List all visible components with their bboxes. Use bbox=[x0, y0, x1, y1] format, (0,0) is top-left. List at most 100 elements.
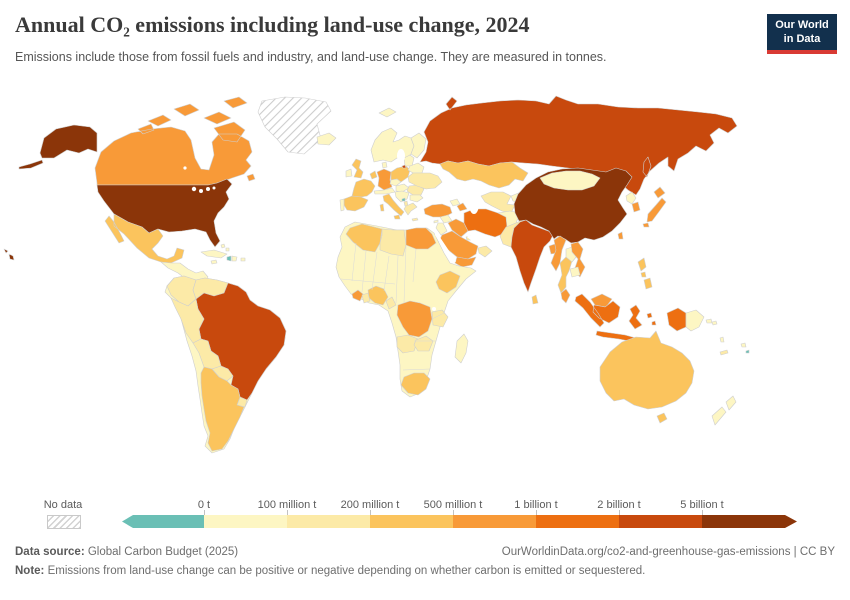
country-ghana[interactable] bbox=[361, 292, 371, 304]
country-canada[interactable] bbox=[94, 96, 256, 186]
legend-tick-mark bbox=[370, 510, 371, 515]
country-solomon-islands[interactable] bbox=[711, 320, 718, 326]
note-text: Note: Emissions from land-use change can… bbox=[15, 565, 645, 577]
country-czechia[interactable] bbox=[389, 178, 402, 187]
country-papua-new-guinea[interactable] bbox=[685, 309, 713, 332]
country-germany[interactable] bbox=[376, 168, 393, 191]
country-argentina[interactable] bbox=[200, 366, 245, 452]
country-south-korea[interactable] bbox=[631, 201, 641, 213]
country-ireland[interactable] bbox=[345, 168, 353, 178]
country-mongolia[interactable] bbox=[539, 170, 601, 191]
owid-link[interactable]: OurWorldinData.org/co2-and-greenhouse-ga… bbox=[501, 546, 791, 558]
country-svalbard[interactable] bbox=[378, 107, 397, 118]
country-uae-oman[interactable] bbox=[477, 245, 493, 258]
country-portugal[interactable] bbox=[339, 198, 345, 212]
country-benelux[interactable] bbox=[369, 170, 378, 180]
country-pacific-negative[interactable] bbox=[745, 349, 750, 354]
country-peru[interactable] bbox=[170, 297, 205, 344]
country-drc[interactable] bbox=[396, 300, 433, 338]
country-dominican-republic[interactable] bbox=[231, 255, 238, 262]
country-iceland[interactable] bbox=[316, 132, 337, 146]
country-ethiopia[interactable] bbox=[435, 270, 461, 294]
country-nigeria[interactable] bbox=[367, 285, 389, 306]
country-sri-lanka[interactable] bbox=[531, 294, 539, 305]
country-levant[interactable] bbox=[435, 222, 448, 236]
note-value: Emissions from land-use change can be po… bbox=[44, 565, 646, 577]
country-zambia[interactable] bbox=[413, 335, 434, 352]
owid-logo-line1: Our World bbox=[775, 19, 829, 31]
country-ukraine[interactable] bbox=[407, 172, 443, 190]
country-united-states[interactable] bbox=[3, 124, 233, 261]
country-greece[interactable] bbox=[403, 202, 419, 222]
country-vanuatu[interactable] bbox=[719, 336, 725, 343]
country-bulgaria[interactable] bbox=[409, 194, 424, 203]
country-philippines[interactable] bbox=[637, 257, 653, 290]
country-caucasus[interactable] bbox=[449, 198, 461, 207]
country-north-korea[interactable] bbox=[625, 191, 637, 205]
country-cuba[interactable] bbox=[200, 249, 228, 259]
country-cyprus[interactable] bbox=[433, 219, 439, 224]
legend-segment[interactable] bbox=[122, 515, 204, 528]
legend-segment[interactable] bbox=[370, 515, 453, 528]
page-title: Annual CO₂ emissions including land-use … bbox=[15, 12, 530, 37]
country-france[interactable] bbox=[351, 178, 376, 198]
country-fiji[interactable] bbox=[740, 342, 747, 348]
country-bahamas[interactable] bbox=[220, 243, 230, 252]
country-central-america[interactable] bbox=[160, 261, 209, 284]
country-puerto-rico[interactable] bbox=[240, 257, 246, 262]
country-china[interactable] bbox=[513, 167, 633, 244]
country-montenegro[interactable] bbox=[401, 197, 406, 202]
country-india[interactable] bbox=[510, 219, 555, 293]
country-mexico[interactable] bbox=[104, 213, 185, 264]
country-madagascar[interactable] bbox=[454, 333, 469, 364]
country-vietnam[interactable] bbox=[570, 241, 586, 278]
country-hungary-slovakia[interactable] bbox=[395, 183, 410, 193]
country-australia[interactable] bbox=[599, 330, 695, 424]
country-tanzania[interactable] bbox=[431, 309, 449, 328]
lakes bbox=[183, 149, 490, 311]
country-baltics[interactable] bbox=[403, 154, 415, 167]
country-new-zealand[interactable] bbox=[711, 395, 737, 426]
legend-segment[interactable] bbox=[287, 515, 370, 528]
country-turkey[interactable] bbox=[423, 203, 453, 218]
legend-segment[interactable] bbox=[702, 515, 797, 528]
legend-segment[interactable] bbox=[453, 515, 536, 528]
country-indonesia[interactable] bbox=[574, 293, 687, 343]
country-new-caledonia[interactable] bbox=[719, 349, 729, 356]
legend-segment[interactable] bbox=[536, 515, 619, 528]
country-italy[interactable] bbox=[379, 193, 405, 220]
country-jamaica[interactable] bbox=[210, 259, 218, 265]
country-libya[interactable] bbox=[379, 228, 407, 257]
country-spain[interactable] bbox=[343, 195, 369, 212]
country-finland[interactable] bbox=[410, 132, 427, 159]
country-colombia[interactable] bbox=[166, 275, 197, 307]
no-data-swatch[interactable] bbox=[47, 515, 81, 529]
country-russia[interactable] bbox=[401, 95, 738, 196]
country-greenland[interactable] bbox=[257, 96, 332, 155]
country-laos[interactable] bbox=[565, 246, 578, 263]
country-yemen[interactable] bbox=[454, 256, 477, 268]
country-egypt[interactable] bbox=[405, 227, 437, 250]
country-angola[interactable] bbox=[396, 334, 419, 354]
legend-tick-label: 500 million t bbox=[423, 499, 483, 511]
license-text: | CC BY bbox=[790, 546, 835, 558]
country-haiti[interactable] bbox=[226, 255, 232, 262]
owid-logo[interactable]: Our World in Data bbox=[767, 14, 837, 54]
country-kazakhstan[interactable] bbox=[439, 160, 529, 189]
country-cameroon[interactable] bbox=[385, 296, 397, 310]
country-malaysia[interactable] bbox=[560, 288, 613, 308]
country-balkans[interactable] bbox=[394, 190, 410, 203]
legend-segment[interactable] bbox=[204, 515, 287, 528]
legend-segment[interactable] bbox=[619, 515, 702, 528]
country-cote-divoire[interactable] bbox=[351, 289, 364, 302]
map-legend: No data 0 t 100 million t 200 million t 500… bbox=[0, 492, 850, 537]
country-algeria[interactable] bbox=[345, 223, 383, 253]
country-united-kingdom[interactable] bbox=[351, 158, 364, 179]
country-japan[interactable] bbox=[642, 186, 667, 228]
country-cambodia[interactable] bbox=[569, 266, 581, 278]
country-taiwan[interactable] bbox=[617, 231, 624, 240]
country-south-africa[interactable] bbox=[400, 372, 431, 396]
legend-tick-mark bbox=[204, 510, 205, 515]
country-azerbaijan[interactable] bbox=[456, 202, 468, 212]
country-denmark[interactable] bbox=[381, 161, 388, 169]
